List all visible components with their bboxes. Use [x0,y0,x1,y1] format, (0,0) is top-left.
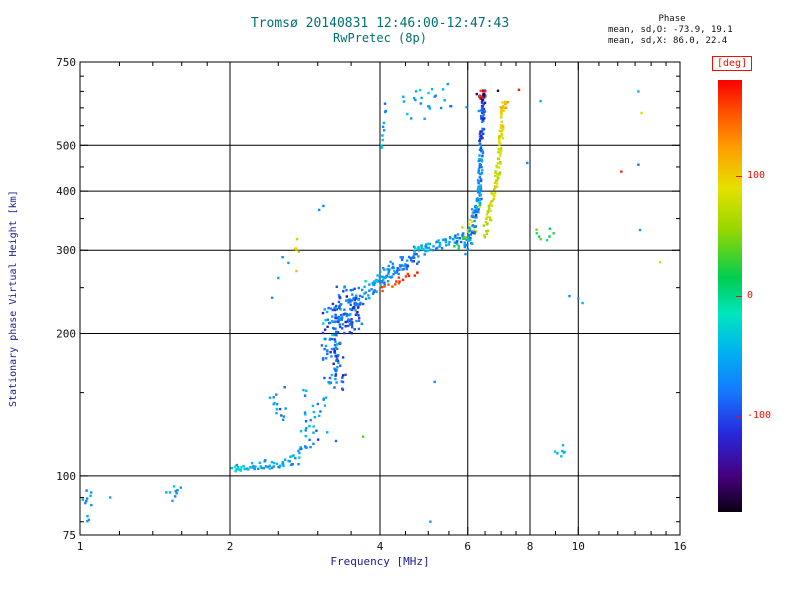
svg-text:1: 1 [77,540,84,553]
svg-text:2: 2 [227,540,234,553]
colorbar-tick-mark [736,415,742,417]
svg-text:300: 300 [56,244,76,257]
svg-text:750: 750 [56,56,76,69]
scatter-points [81,82,662,523]
gridlines [80,62,680,535]
colorbar-tick-label: 0 [747,290,754,301]
chart-title: Tromsø 20140831 12:46:00-12:47:43 [250,16,510,31]
colorbar-tick-label: -100 [747,410,772,421]
x-axis-label: Frequency [MHz] [330,555,430,568]
svg-text:400: 400 [56,185,76,198]
chart-subtitle: RwPretec (8p) [333,31,427,45]
axis-ticks [79,61,681,536]
svg-text:75: 75 [63,529,76,542]
colorbar-unit-label: [deg] [712,56,753,71]
phase-stats-o-line: mean, sd,O: -73.9, 19.1 [608,25,733,35]
svg-text:8: 8 [527,540,534,553]
phase-stats-header: Phase [658,14,686,24]
axis-tick-labels: 1 2 4 6 8 10 16 75 100 200 300 400 500 750 [56,56,687,553]
colorbar-tick-mark [736,175,742,177]
phase-stats-block: Phase mean, sd,O: -73.9, 19.1 mean, sd,X… [608,14,748,47]
svg-text:4: 4 [377,540,384,553]
svg-text:16: 16 [673,540,686,553]
svg-text:10: 10 [572,540,585,553]
phase-stats-x-line: mean, sd,X: 86.0, 22.4 [608,36,728,46]
svg-text:500: 500 [56,139,76,152]
svg-text:100: 100 [56,470,76,483]
svg-text:200: 200 [56,328,76,341]
colorbar-tick-label: 100 [747,170,766,181]
svg-text:6: 6 [464,540,471,553]
colorbar-tick-mark [736,295,742,297]
